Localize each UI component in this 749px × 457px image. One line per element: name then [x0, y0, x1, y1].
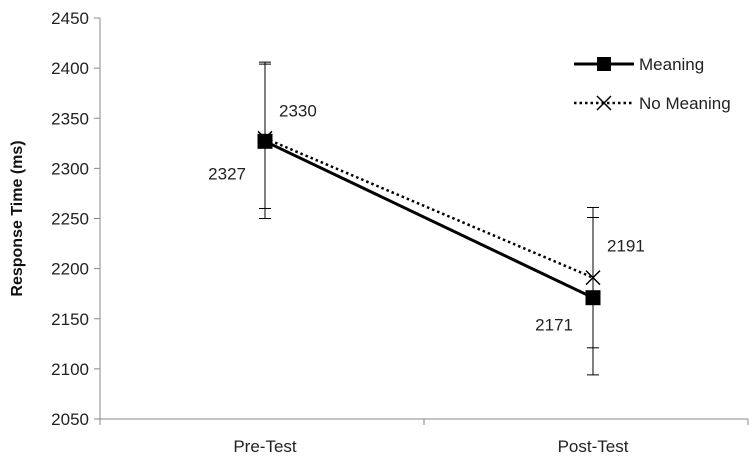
legend-label: Meaning [639, 55, 704, 74]
meaning-marker [585, 290, 601, 306]
legend-label: No Meaning [639, 94, 731, 113]
x-tick-label: Post-Test [558, 437, 629, 456]
no-meaning-data-label: 2191 [607, 237, 645, 256]
y-tick-label: 2450 [51, 9, 89, 28]
x-tick-label: Pre-Test [233, 437, 297, 456]
meaning-marker [257, 133, 273, 149]
y-tick-label: 2300 [51, 159, 89, 178]
y-tick-label: 2200 [51, 260, 89, 279]
y-axis-title: Response Time (ms) [9, 140, 26, 296]
y-tick-label: 2050 [51, 410, 89, 429]
y-tick-label: 2350 [51, 109, 89, 128]
legend-swatch-marker [596, 95, 612, 111]
y-tick-label: 2250 [51, 210, 89, 229]
legend-item-no-meaning: No Meaning [574, 94, 731, 113]
no-meaning-data-label: 2330 [279, 101, 317, 120]
y-tick-label: 2400 [51, 59, 89, 78]
y-tick-label: 2100 [51, 360, 89, 379]
legend-swatch-marker [597, 57, 611, 71]
no-meaning-series-line [264, 137, 594, 279]
meaning-series-line [264, 139, 594, 300]
no-meaning-marker [585, 270, 601, 286]
y-tick-label: 2150 [51, 310, 89, 329]
legend-item-meaning: Meaning [574, 55, 704, 74]
meaning-data-label: 2327 [208, 164, 246, 183]
meaning-data-label: 2171 [535, 316, 573, 335]
